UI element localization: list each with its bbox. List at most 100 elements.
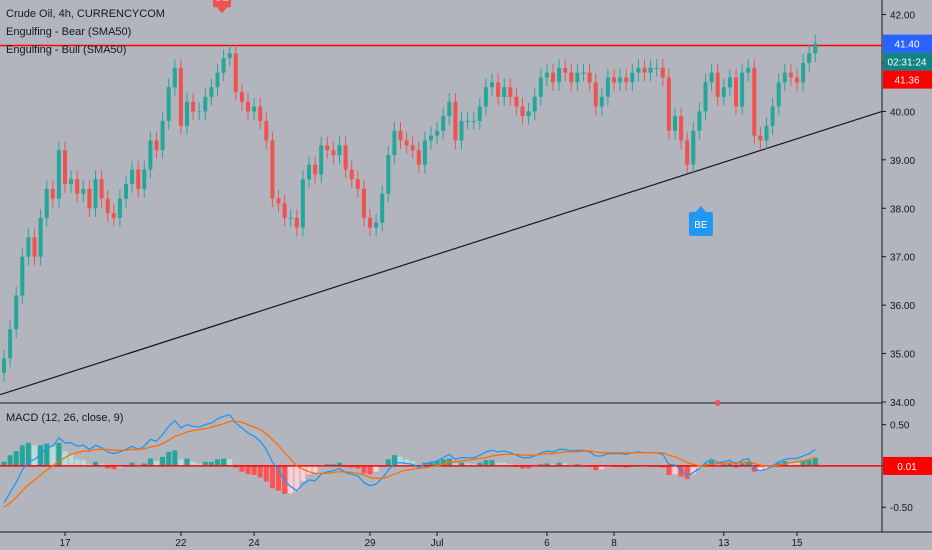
macd-histogram-bar-130: [794, 462, 800, 466]
macd-histogram-bar-128: [782, 460, 788, 466]
candle-body-95: [581, 72, 586, 74]
candle-body-8: [50, 188, 55, 199]
macd-histogram-bar-0: [1, 461, 7, 466]
candle-body-1: [8, 329, 13, 359]
chart-title: Crude Oil, 4h, CURRENCYCOM: [6, 8, 165, 20]
candle-body-60: [368, 217, 372, 228]
macd-histogram-bar-66: [404, 459, 410, 466]
candle-body-113: [691, 130, 696, 165]
candle-body-22: [136, 169, 141, 189]
candle-body-107: [654, 67, 659, 69]
macd-histogram-bar-114: [696, 465, 702, 469]
candle-body-25: [154, 140, 159, 151]
candle-body-48: [294, 217, 299, 228]
macd-histogram-bar-112: [684, 465, 690, 480]
macd-histogram-bar-55: [337, 462, 342, 466]
macd-histogram-bar-13: [80, 460, 86, 466]
candle-body-9: [56, 150, 61, 199]
candle-body-54: [331, 150, 336, 155]
candle-body-3: [20, 256, 25, 296]
candle-body-13: [81, 188, 86, 194]
macd-histogram-bar-85: [520, 465, 525, 469]
macd-histogram-bar-17: [105, 465, 111, 469]
macd-histogram-bar-92: [562, 463, 568, 466]
candle-body-38: [233, 53, 238, 93]
candle-body-133: [813, 43, 818, 54]
macd-histogram-bar-35: [215, 459, 220, 466]
candle-body-26: [160, 121, 165, 151]
candle-body-76: [465, 121, 470, 123]
candle-body-87: [532, 96, 537, 112]
macd-histogram-bar-40: [245, 465, 251, 475]
macd-histogram-bar-53: [324, 464, 330, 466]
macd-histogram-bar-39: [239, 465, 245, 472]
signal-pointer-0: [216, 7, 227, 14]
macd-histogram-bar-79: [483, 460, 489, 466]
candle-body-10: [63, 150, 67, 185]
macd-histogram-bar-8: [50, 446, 56, 466]
candle-body-131: [801, 62, 806, 83]
candle-body-123: [752, 67, 757, 136]
macd-histogram-bar-51: [312, 465, 318, 474]
candle-body-112: [685, 140, 690, 165]
macd-histogram-bar-42: [257, 465, 263, 478]
last-price-tag: [883, 34, 932, 53]
time-tick-label-5: 6: [544, 538, 550, 549]
macd-histogram-bar-124: [757, 465, 763, 472]
signal-box-0: [213, 0, 231, 8]
candle-body-90: [551, 72, 555, 83]
macd-histogram-bar-23: [141, 463, 147, 466]
candle-body-108: [660, 67, 665, 78]
macd-histogram-bar-90: [550, 464, 556, 466]
macd-histogram-bar-6: [38, 445, 44, 466]
macd-tick-label-0: 0.50: [890, 421, 910, 432]
macd-histogram-bar-122: [745, 462, 751, 466]
candle-body-69: [422, 140, 427, 165]
time-tick-label-4: Jul: [431, 538, 444, 549]
macd-histogram-bar-82: [501, 462, 507, 466]
candle-body-68: [416, 150, 421, 165]
candle-body-70: [429, 135, 433, 141]
price-tick-label-6: 36.00: [890, 301, 915, 312]
signal-line: [3, 420, 816, 508]
candle-body-64: [392, 130, 397, 155]
candle-body-96: [587, 72, 592, 83]
candle-body-27: [166, 87, 171, 122]
macd-histogram-bar-120: [733, 465, 739, 468]
candle-body-105: [642, 67, 647, 73]
macd-histogram-bar-34: [208, 461, 214, 466]
candle-body-7: [44, 188, 49, 218]
candle-body-21: [130, 169, 135, 185]
candle-body-6: [38, 217, 43, 257]
candle-body-116: [709, 72, 714, 83]
candle-body-52: [319, 145, 324, 175]
macd-histogram-bar-5: [32, 445, 37, 466]
price-tick-label-0: 42.00: [890, 11, 915, 22]
resistance-price-label: 41.36: [894, 76, 919, 87]
candle-body-35: [215, 72, 220, 88]
candle-body-117: [715, 72, 720, 97]
candle-body-15: [93, 179, 98, 209]
candle-body-82: [502, 87, 507, 97]
macd-histogram-bar-11: [68, 454, 74, 466]
resistance-price-tag: [883, 70, 932, 89]
candle-body-84: [514, 96, 519, 107]
macd-histogram-bar-72: [440, 459, 446, 466]
macd-histogram-bar-125: [764, 465, 769, 470]
candle-body-2: [14, 295, 19, 330]
candle-body-78: [477, 106, 482, 122]
candle-body-41: [252, 106, 257, 112]
macd-histogram-bar-10: [62, 451, 68, 466]
signal-pointer-1: [695, 205, 706, 212]
macd-histogram-bar-2: [13, 451, 19, 466]
candle-body-56: [343, 145, 348, 170]
macd-histogram-bar-76: [465, 463, 471, 466]
macd-histogram-bar-24: [147, 458, 153, 466]
price-tick-label-3: 39.00: [890, 156, 915, 167]
macd-histogram-bar-109: [666, 465, 672, 476]
candle-body-80: [490, 82, 494, 88]
macd-histogram-bar-54: [330, 464, 336, 466]
candle-body-74: [453, 101, 458, 141]
candle-body-132: [807, 53, 812, 63]
